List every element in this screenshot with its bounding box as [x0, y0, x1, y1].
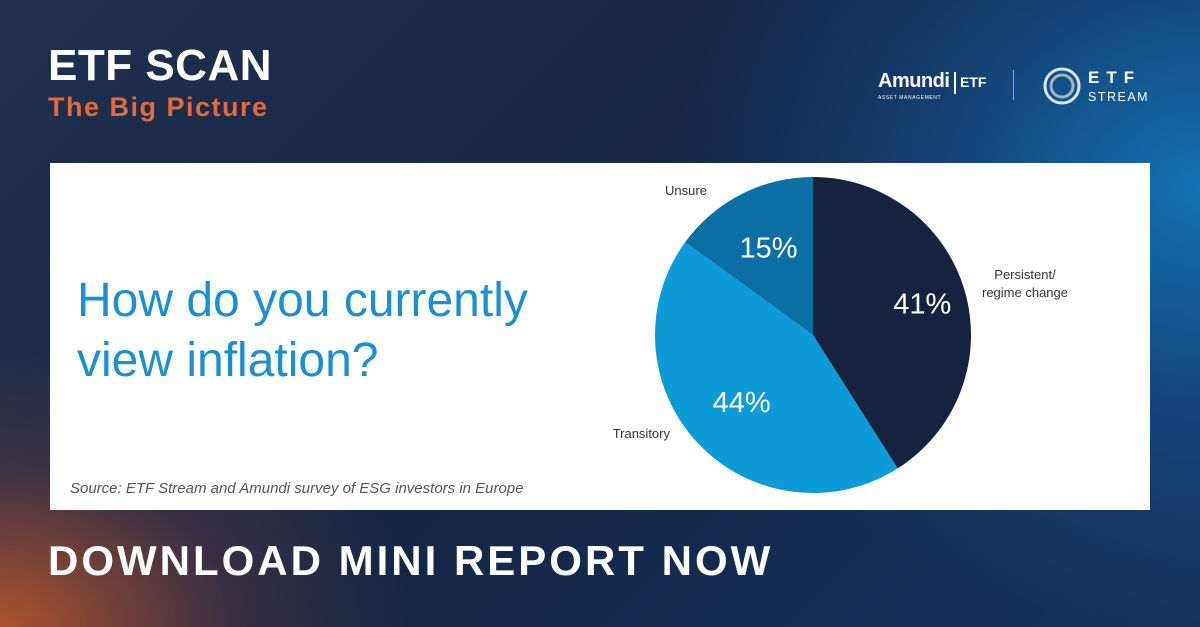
pie-value-label: 44%	[713, 387, 771, 419]
pie-chart: 41% Persistent/regime change 44% Transitory…	[613, 177, 1068, 494]
chart-source-note: Source: ETF Stream and Amundi survey of …	[70, 480, 524, 497]
pie-value-label: 15%	[740, 233, 798, 265]
page-title: ETF SCAN	[48, 41, 272, 90]
question-line-1: How do you currently	[77, 274, 528, 327]
pie-slice-transitory	[654, 242, 898, 494]
etf-stream-logo-stream: STREAM	[1088, 90, 1150, 104]
chart-card: How do you currently view inflation? 41%…	[50, 163, 1150, 510]
question-line-2: view inflation?	[77, 334, 379, 387]
logo-divider	[1013, 70, 1014, 100]
pie-value-label: 41%	[893, 288, 951, 320]
amundi-logo-separator	[954, 72, 956, 94]
page-subtitle: The Big Picture	[48, 92, 269, 122]
pie-slice-persistent-regime-change	[813, 177, 972, 469]
etf-stream-ring-icon	[1043, 67, 1081, 105]
amundi-logo-etf: ETF	[960, 74, 987, 90]
pie-slice-unsure	[685, 177, 813, 335]
etf-stream-logo-etf: ETF	[1088, 68, 1142, 87]
amundi-logo-name: Amundi	[878, 70, 950, 92]
chart-question: How do you currently view inflation?	[77, 271, 637, 391]
pie-category-label: Transitory	[613, 426, 671, 441]
amundi-logo-subtitle: ASSET MANAGEMENT	[878, 95, 942, 101]
pie-category-label: Unsure	[665, 183, 707, 198]
download-report-cta[interactable]: DOWNLOAD MINI REPORT NOW	[48, 537, 774, 584]
partner-logos: Amundi ASSET MANAGEMENT ETF ETF STREAM	[870, 66, 1160, 110]
pie-category-label: Persistent/regime change	[982, 267, 1068, 300]
